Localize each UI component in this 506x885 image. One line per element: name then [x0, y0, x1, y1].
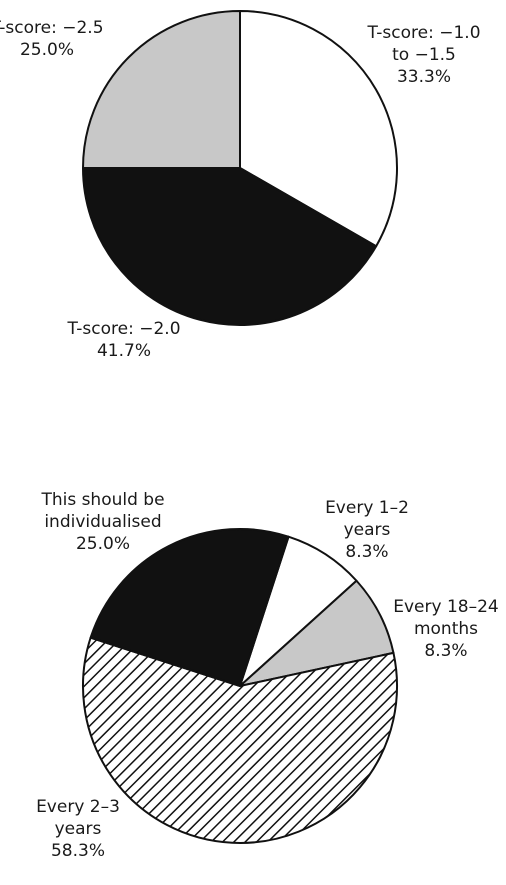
pie-slice	[82, 167, 378, 327]
slice-label-line: years	[344, 520, 391, 540]
slice-label: Every 1–2 years 8.3%	[325, 498, 409, 562]
slice-label-line: 25.0%	[76, 534, 130, 554]
slice-label-line: 8.3%	[424, 641, 467, 661]
screening-interval-pie: Every 1–2 years 8.3%Every 18–24 months 8.3%E…	[36, 490, 499, 861]
slice-label: Every 18–24 months 8.3%	[393, 597, 498, 661]
slice-label: T-score: −1.0 to −1.5 33.3%	[366, 23, 480, 87]
slice-label-line: 41.7%	[97, 341, 151, 361]
pie-slice	[82, 10, 241, 169]
slice-label-line: T-score: −1.0	[366, 23, 480, 43]
slice-label-line: individualised	[44, 512, 161, 532]
slice-label-line: 8.3%	[345, 542, 388, 562]
slice-label: T-score: −2.0 41.7%	[66, 319, 180, 361]
slice-label-line: months	[414, 619, 478, 639]
pie-slice	[89, 528, 290, 687]
slice-label-line: Every 2–3	[36, 797, 120, 817]
slice-label-line: 33.3%	[397, 67, 451, 87]
slice-label-line: years	[55, 819, 102, 839]
slice-label: Every 2–3 years 58.3%	[36, 797, 120, 861]
slice-label-line: Every 18–24	[393, 597, 498, 617]
pie-slice	[239, 10, 399, 248]
osteoporosis-tscore-pie: T-score: −1.0 to −1.5 33.3% T-score: −2.0 41…	[0, 10, 481, 361]
slice-label-line: 58.3%	[51, 841, 105, 861]
slice-label-line: Every 1–2	[325, 498, 409, 518]
slice-label-line: T-score: −2.0	[66, 319, 180, 339]
pie-slice	[82, 636, 398, 844]
slice-label-line: T-score: −2.5	[0, 18, 104, 38]
slice-label: This should be individualised 25.0%	[40, 490, 164, 554]
slice-label-line: to −1.5	[392, 45, 456, 65]
slice-label-line: This should be	[40, 490, 164, 510]
slice-label: T-score: −2.5 25.0%	[0, 18, 104, 60]
slice-label-line: 25.0%	[20, 40, 74, 60]
